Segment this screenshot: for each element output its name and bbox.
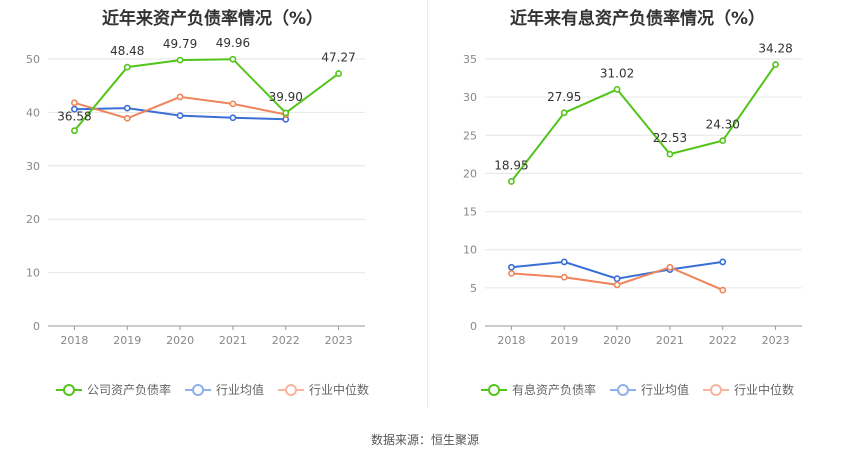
y-tick-label: 0 <box>33 320 40 333</box>
data-point <box>772 61 779 68</box>
data-label: 34.28 <box>758 41 792 55</box>
chart-debt-ratio: 0 10 20 30 40 50 2018 2019 2020 2021 2022 2023 36.58… <box>26 36 365 347</box>
data-point <box>176 93 184 101</box>
data-label: 24.30 <box>706 118 740 132</box>
x-tick-label: 2019 <box>550 334 578 347</box>
data-point <box>719 137 727 145</box>
data-label: 27.95 <box>547 90 581 104</box>
x-tick-label: 2021 <box>219 334 247 347</box>
data-label: 18.95 <box>494 158 528 172</box>
x-tick-label: 2021 <box>656 334 684 347</box>
legend-swatch-icon <box>184 383 211 397</box>
legend-label: 行业均值 <box>640 383 689 397</box>
x-tick-label: 2023 <box>325 334 353 347</box>
chart-panel-interest-debt-ratio: 近年来有息资产负债率情况（%） 0 5 10 15 20 25 30 35 2018 2019 20… <box>425 0 850 420</box>
legend-item-industry-median[interactable]: 行业中位数 <box>703 381 794 398</box>
data-point <box>71 99 78 107</box>
legend-item-industry-mean[interactable]: 行业均值 <box>609 381 689 398</box>
legend-item-company[interactable]: 公司资产负债率 <box>55 381 171 398</box>
chart-interest-debt-ratio: 0 5 10 15 20 25 30 35 2018 2019 2020 2021 2022 2023 18… <box>463 41 802 347</box>
legend-item-industry-median[interactable]: 行业中位数 <box>278 381 369 398</box>
y-tick-label: 40 <box>26 106 40 119</box>
legend-label: 行业中位数 <box>309 383 370 397</box>
data-point <box>560 109 568 117</box>
data-point <box>560 258 568 266</box>
data-point <box>176 112 184 120</box>
data-point <box>229 100 237 108</box>
legend-label: 公司资产负债率 <box>86 383 171 397</box>
y-tick-label: 15 <box>463 206 477 219</box>
x-tick-label: 2019 <box>113 334 141 347</box>
data-point <box>282 109 290 117</box>
data-label: 39.90 <box>269 90 303 104</box>
y-tick-label: 30 <box>26 160 40 173</box>
data-point <box>71 127 78 135</box>
x-tick-label: 2022 <box>709 334 737 347</box>
y-tick-label: 30 <box>463 91 477 104</box>
data-point <box>71 105 78 113</box>
y-tick-label: 20 <box>463 167 477 180</box>
y-tick-label: 25 <box>463 129 477 142</box>
data-label: 36.58 <box>57 110 91 124</box>
data-point <box>560 273 568 281</box>
y-tick-label: 5 <box>470 282 477 295</box>
y-tick-label: 0 <box>470 320 477 333</box>
legend-swatch-icon <box>278 383 304 397</box>
legend-label: 行业中位数 <box>734 383 795 397</box>
series-line-0 <box>510 63 777 183</box>
x-tick-label: 2020 <box>603 334 631 347</box>
data-point <box>176 56 184 64</box>
data-point <box>508 263 515 271</box>
chart-legend: 有息资产负债率 行业均值 行业中位数 <box>425 381 850 398</box>
data-point <box>123 63 131 71</box>
legend-label: 有息资产负债率 <box>511 383 596 397</box>
series-line-0 <box>73 58 340 132</box>
legend-swatch-icon <box>55 383 82 397</box>
y-tick-label: 35 <box>463 53 477 66</box>
data-point <box>508 269 515 277</box>
chart-legend: 公司资产负债率 行业均值 行业中位数 <box>0 381 425 398</box>
legend-swatch-icon <box>480 383 507 397</box>
data-point <box>335 70 342 77</box>
data-point <box>613 275 621 283</box>
legend-item-company[interactable]: 有息资产负债率 <box>480 381 596 398</box>
data-label: 31.02 <box>600 66 634 80</box>
legend-swatch-icon <box>609 383 636 397</box>
data-label: 48.48 <box>110 44 144 58</box>
x-tick-label: 2018 <box>60 334 88 347</box>
data-point <box>719 286 727 294</box>
legend-label: 行业均值 <box>215 383 264 397</box>
data-label: 49.79 <box>163 37 197 51</box>
data-source-note: 数据来源：恒生聚源 <box>370 433 479 447</box>
data-label: 49.96 <box>216 36 250 50</box>
y-tick-label: 20 <box>26 213 40 226</box>
chart-title: 近年来有息资产负债率情况（%） <box>509 9 766 29</box>
chart-panel-debt-ratio: 近年来资产负债率情况（%） 0 10 20 30 40 50 2018 2019 2020 202… <box>0 0 425 420</box>
panel-divider <box>427 0 428 408</box>
data-point <box>719 258 727 266</box>
data-point <box>666 150 674 158</box>
data-point <box>613 281 621 289</box>
data-point <box>508 178 515 185</box>
data-point <box>123 114 131 122</box>
chart-title: 近年来资产负债率情况（%） <box>101 9 324 29</box>
data-label: 47.27 <box>321 51 355 65</box>
y-tick-label: 10 <box>26 267 40 280</box>
data-point <box>229 55 237 63</box>
y-tick-label: 10 <box>463 244 477 257</box>
data-point <box>666 263 674 271</box>
y-tick-label: 50 <box>26 53 40 66</box>
data-point <box>123 104 131 112</box>
data-label: 22.53 <box>653 131 687 145</box>
data-point <box>229 114 237 122</box>
legend-item-industry-mean[interactable]: 行业均值 <box>184 381 264 398</box>
x-tick-label: 2023 <box>762 334 790 347</box>
x-tick-label: 2022 <box>272 334 300 347</box>
x-tick-label: 2020 <box>166 334 194 347</box>
x-tick-label: 2018 <box>497 334 525 347</box>
legend-swatch-icon <box>703 383 729 397</box>
data-point <box>613 85 621 93</box>
